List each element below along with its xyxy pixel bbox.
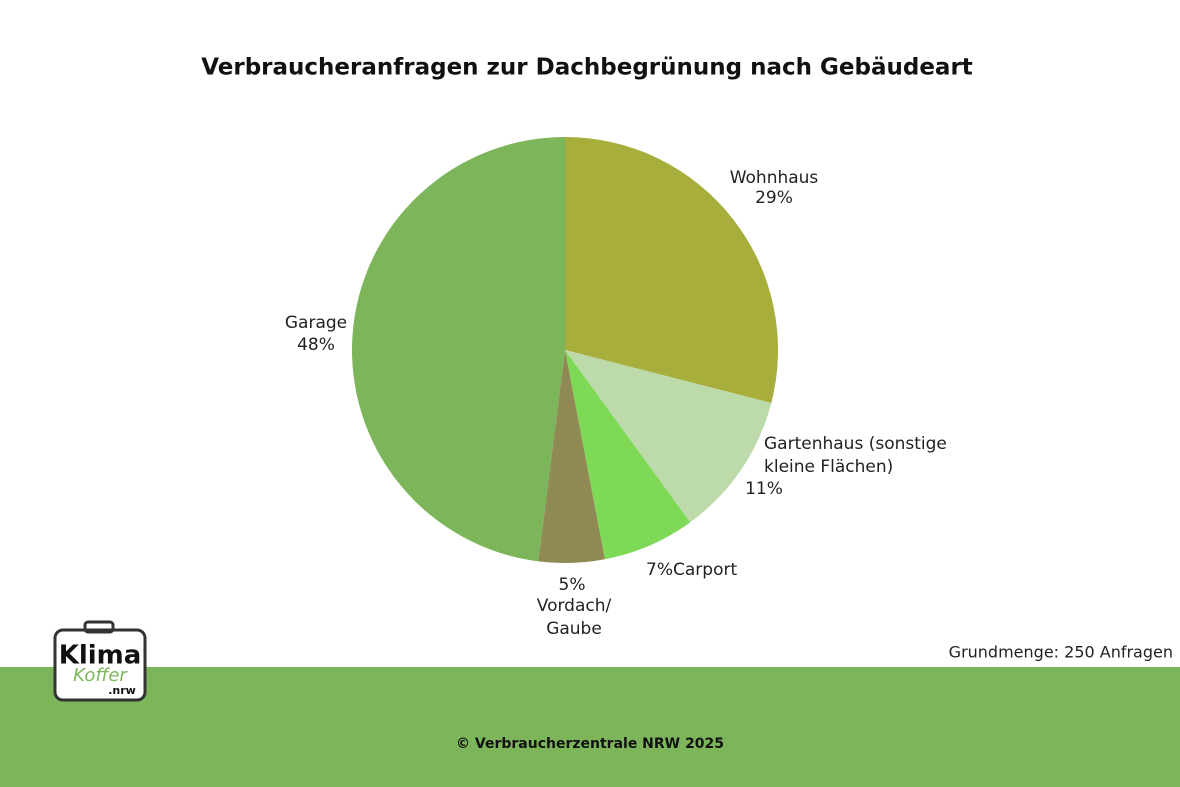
slice-value-label: 5% [558,575,586,595]
slice-value-label: 11% [745,479,783,499]
slice-label: Wohnhaus [729,168,819,188]
logo-frame [53,628,147,702]
slice-value-label: 29% [755,188,793,208]
slice-value-label: 48% [297,335,335,355]
pie-slice [351,137,565,562]
footer-band [0,667,1180,787]
pie-slice [565,350,691,560]
pie-slice [538,350,605,563]
base-note: Grundmenge: 250 Anfragen [949,643,1173,662]
logo-handle [83,620,115,634]
slice-label: Carport [673,560,738,580]
pie-slice [565,137,778,403]
pie-slice [565,350,772,523]
slice-label: Gartenhaus (sonstige kleine Flächen) [764,434,947,477]
chart-title: Verbraucheranfragen zur Dachbegrünung na… [201,55,973,81]
slice-label: Garage [284,313,348,333]
slice-value-label: 7% [646,560,673,580]
logo-text: Koffer [73,665,128,686]
logo: Klima Koffer .nrw [53,620,147,702]
logo-text: Klima [59,641,142,671]
slice-label: Vordach/ Gaube [536,596,612,639]
copyright: © Verbraucherzentrale NRW 2025 [456,736,724,752]
logo-text: .nrw [108,684,136,697]
